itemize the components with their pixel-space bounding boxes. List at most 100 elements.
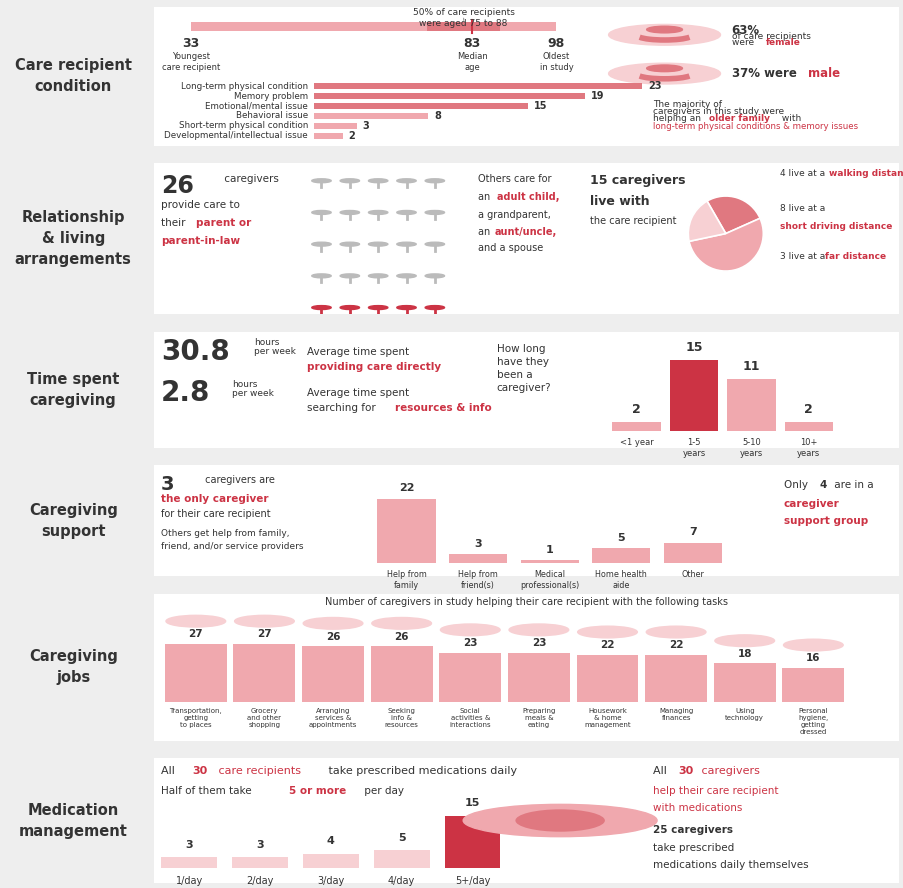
Circle shape xyxy=(312,305,330,310)
Text: 2: 2 xyxy=(804,403,813,416)
Text: 5+/day: 5+/day xyxy=(454,876,489,886)
Text: Average time spent: Average time spent xyxy=(306,346,408,357)
Text: female: female xyxy=(765,38,800,47)
Text: Housework
& home
management: Housework & home management xyxy=(583,709,630,728)
Text: long-term physical conditions & memory issues: long-term physical conditions & memory i… xyxy=(653,123,858,131)
Text: Half of them take: Half of them take xyxy=(161,786,255,796)
Circle shape xyxy=(608,63,720,84)
Bar xyxy=(164,644,227,702)
Text: 3/day: 3/day xyxy=(317,876,344,886)
Text: Help from
friend(s): Help from friend(s) xyxy=(458,570,498,590)
Text: 1: 1 xyxy=(545,544,553,554)
Bar xyxy=(444,815,500,868)
Text: How long
have they
been a
caregiver?: How long have they been a caregiver? xyxy=(497,344,551,393)
Text: 10+
years: 10+ years xyxy=(796,439,820,458)
Circle shape xyxy=(166,615,226,627)
Text: walking distance: walking distance xyxy=(828,170,903,178)
Text: Only: Only xyxy=(783,480,810,490)
Text: 3: 3 xyxy=(256,840,264,850)
Text: Oldest
in study: Oldest in study xyxy=(539,52,573,72)
Text: are in a: are in a xyxy=(830,480,872,490)
Circle shape xyxy=(424,274,444,278)
Text: 2/day: 2/day xyxy=(246,876,274,886)
Text: Time spent
caregiving: Time spent caregiving xyxy=(27,372,119,408)
Text: Short-term physical condition: Short-term physical condition xyxy=(179,122,308,131)
Text: of care recipients: of care recipients xyxy=(731,32,810,41)
Circle shape xyxy=(646,626,705,638)
Text: friend, and/or service providers: friend, and/or service providers xyxy=(161,542,303,551)
Text: with: with xyxy=(777,115,800,123)
Text: parent or: parent or xyxy=(196,218,251,227)
Text: The majority of: The majority of xyxy=(653,100,721,109)
Text: aunt/uncle,: aunt/uncle, xyxy=(494,226,556,237)
Text: Preparing
meals &
eating: Preparing meals & eating xyxy=(522,709,555,728)
Circle shape xyxy=(340,210,359,214)
Text: Medical
professional(s): Medical professional(s) xyxy=(519,570,579,590)
Bar xyxy=(313,103,527,109)
Text: 5: 5 xyxy=(397,833,405,843)
Text: far distance: far distance xyxy=(824,252,885,261)
Text: caregivers in this study were: caregivers in this study were xyxy=(653,107,784,116)
Bar xyxy=(313,93,584,99)
Text: 3 live at a: 3 live at a xyxy=(779,252,827,261)
Text: take prescribed: take prescribed xyxy=(653,843,734,852)
Text: Long-term physical condition: Long-term physical condition xyxy=(181,82,308,91)
Text: male: male xyxy=(807,67,839,80)
Bar xyxy=(449,554,507,563)
Text: Social
activities &
interactions: Social activities & interactions xyxy=(449,709,490,728)
Text: 16: 16 xyxy=(805,654,820,663)
Circle shape xyxy=(303,617,362,630)
Text: 8 live at a: 8 live at a xyxy=(779,204,824,213)
Ellipse shape xyxy=(492,805,627,836)
Text: helping an: helping an xyxy=(653,115,703,123)
Bar xyxy=(313,113,428,119)
Text: Managing
finances: Managing finances xyxy=(658,709,693,721)
Text: Caregiving
support: Caregiving support xyxy=(29,503,117,539)
Text: Youngest
care recipient: Youngest care recipient xyxy=(162,52,219,72)
Text: Others care for: Others care for xyxy=(478,174,551,184)
Text: 1/day: 1/day xyxy=(175,876,202,886)
Bar xyxy=(663,543,721,563)
Bar xyxy=(313,133,342,139)
Text: caregivers: caregivers xyxy=(697,765,759,776)
Text: 2.8: 2.8 xyxy=(161,379,210,408)
Text: care recipients: care recipients xyxy=(215,765,301,776)
Text: Emotional/mental issue: Emotional/mental issue xyxy=(205,101,308,110)
Text: per day: per day xyxy=(360,786,404,796)
Text: and a spouse: and a spouse xyxy=(478,243,543,253)
Circle shape xyxy=(577,626,637,638)
Circle shape xyxy=(646,65,682,72)
Circle shape xyxy=(714,635,774,646)
Text: 4: 4 xyxy=(327,836,334,846)
Bar xyxy=(669,360,718,432)
Text: 15 caregivers: 15 caregivers xyxy=(590,174,684,187)
Wedge shape xyxy=(687,201,725,242)
Circle shape xyxy=(312,210,330,214)
Bar xyxy=(611,422,660,432)
Text: short driving distance: short driving distance xyxy=(779,222,891,231)
Text: 19: 19 xyxy=(591,91,604,101)
Bar xyxy=(726,379,775,432)
Circle shape xyxy=(312,242,330,246)
Text: Median
age: Median age xyxy=(456,52,487,72)
Circle shape xyxy=(312,274,330,278)
Text: Average time spent: Average time spent xyxy=(306,388,408,399)
Text: medications daily themselves: medications daily themselves xyxy=(653,860,808,870)
Text: Other: Other xyxy=(681,570,703,579)
Text: per week: per week xyxy=(254,347,296,356)
Text: 63%: 63% xyxy=(731,24,759,37)
Text: resources & info: resources & info xyxy=(394,403,490,413)
Bar xyxy=(784,422,833,432)
Bar xyxy=(303,854,358,868)
Text: 2: 2 xyxy=(349,131,355,141)
Text: searching for: searching for xyxy=(306,403,378,413)
Text: Home health
aide: Home health aide xyxy=(595,570,647,590)
Text: 3: 3 xyxy=(474,539,481,549)
Circle shape xyxy=(340,305,359,310)
Text: parent-in-law: parent-in-law xyxy=(161,236,240,246)
Text: Help from
family: Help from family xyxy=(386,570,426,590)
Text: 8: 8 xyxy=(433,111,441,121)
Circle shape xyxy=(368,274,387,278)
Bar xyxy=(233,644,295,702)
Text: Transportation,
getting
to places: Transportation, getting to places xyxy=(169,709,222,728)
